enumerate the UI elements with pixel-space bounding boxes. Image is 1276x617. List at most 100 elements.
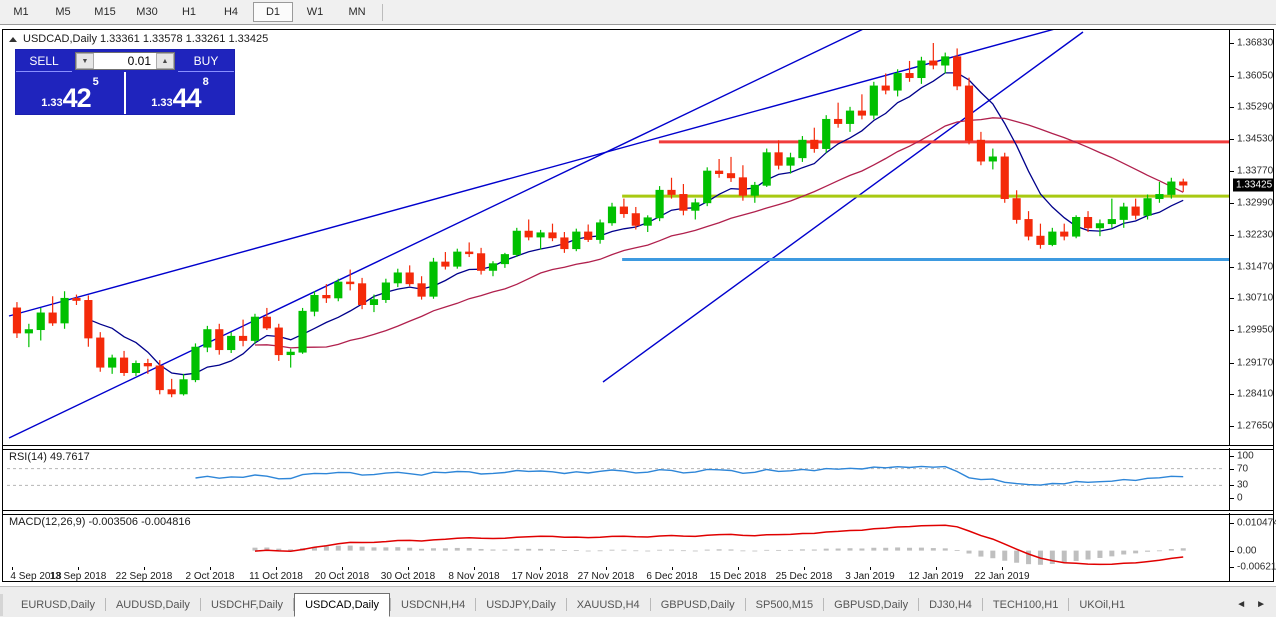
chart-tab-separator [475,598,477,611]
one-click-trading-panel[interactable]: SELL ▼ 0.01 ▲ BUY 1.33 42 5 1.33 44 8 [15,49,235,115]
rsi-pane[interactable]: 100 70 30 0 RSI(14) 49.7617 [3,448,1273,510]
price-tick-mark [1230,394,1234,396]
date-tick-label: 12 Jan 2019 [908,571,964,582]
buy-price-pipette: 8 [202,76,209,88]
buy-price-big: 44 [172,83,202,113]
collapse-triangle-icon[interactable] [9,36,17,42]
chart-tab-usdjpy-daily[interactable]: USDJPY,Daily [486,598,556,611]
volume-decrement-button[interactable]: ▼ [76,53,94,69]
symbol-header: USDCAD,Daily 1.33361 1.33578 1.33261 1.3… [9,33,268,45]
date-tick-label: 30 Oct 2018 [380,571,436,582]
chart-tab-ukoil-h1[interactable]: UKOil,H1 [1079,598,1126,611]
date-tick-label: 17 Nov 2018 [511,571,569,582]
date-tick-label: 4 Sep 2018 [10,571,62,582]
price-tick-label: 1.32230 [1237,229,1274,241]
chart-tab-separator [1068,598,1070,611]
date-axis: 4 Sep 2018 13 Sep 2018 22 Sep 2018 2 Oct 20… [2,567,1274,585]
chart-tabs-list: EURUSD,Daily AUDUSD,Daily USDCHF,Daily USDC… [3,587,1226,617]
chart-tab-separator [293,598,295,611]
rsi-tick-mark [1230,456,1234,457]
volume-increment-button[interactable]: ▲ [156,53,174,69]
chart-tabs-bar: EURUSD,Daily AUDUSD,Daily USDCHF,Daily USDC… [0,586,1276,617]
date-tick-label: 22 Jan 2019 [974,571,1030,582]
timeframe-toolbar: M1 M5 M15 M30 H1 H4 D1 W1 MN [0,0,1276,25]
date-tick-label: 15 Dec 2018 [709,571,767,582]
price-tick-mark [1230,426,1234,427]
pane-separator-2[interactable] [3,510,1273,515]
tabs-next-icon[interactable]: ► [1256,599,1266,610]
chart-tab-separator [390,598,392,611]
chart-tab-dj30-h4[interactable]: DJ30,H4 [929,598,972,611]
timeframe-d1[interactable]: D1 [253,2,293,22]
chevron-up-icon: ▲ [161,57,169,65]
price-tick-label: 1.35290 [1237,101,1274,113]
timeframe-m30[interactable]: M30 [136,6,158,18]
date-tick-mark [276,567,277,570]
price-plot-area[interactable] [3,30,1229,445]
macd-tick-label: 0.00 [1237,545,1257,557]
chart-tab-xauusd-h4[interactable]: XAUUSD,H4 [576,598,640,611]
volume-stepper[interactable]: ▼ 0.01 ▲ [75,52,175,70]
date-tick-mark [672,567,673,570]
pane-separator-1[interactable] [3,445,1273,450]
macd-tick-label: -0.006218 [1237,561,1276,573]
price-tick-label: 1.28410 [1237,388,1274,400]
chart-tabs-nav[interactable]: ◄ ► [1226,599,1276,617]
date-tick-label: 6 Dec 2018 [646,571,698,582]
chart-tab-separator [918,598,920,611]
date-tick-mark [540,567,541,570]
tabs-prev-icon[interactable]: ◄ [1236,599,1247,610]
sell-price-pipette: 5 [92,76,99,88]
chart-window[interactable]: 1.36830 1.36050 1.35290 1.34530 1.33770 1.329… [2,29,1276,582]
sell-price[interactable]: 1.33 42 5 [16,72,126,114]
chart-tab-separator [823,598,825,611]
price-tick-label: 1.31470 [1237,261,1274,273]
price-scale[interactable]: 1.36830 1.36050 1.35290 1.34530 1.33770 1.329… [1229,30,1275,445]
chart-tab-usdchf-daily[interactable]: USDCHF,Daily [210,598,284,611]
timeframe-m5[interactable]: M5 [55,6,71,18]
oct-top-row: SELL ▼ 0.01 ▲ BUY [16,50,234,72]
macd-tick-mark [1230,567,1234,568]
chart-tab-tech100-h1[interactable]: TECH100,H1 [992,598,1059,611]
chart-tab-gbpusd-daily[interactable]: GBPUSD,Daily [660,598,735,611]
price-tick-mark [1230,75,1234,77]
date-tick-mark [606,567,607,570]
sell-button[interactable]: SELL [16,50,72,72]
chart-tab-audusd-daily[interactable]: AUDUSD,Daily [115,598,190,611]
chart-tab-sp500-m15[interactable]: SP500,M15 [755,598,814,611]
date-tick-mark [408,567,409,570]
timeframe-h4[interactable]: H4 [223,6,239,18]
rsi-tick-label: 70 [1237,463,1249,475]
chart-tab-usdcnh-h4[interactable]: USDCNH,H4 [401,598,466,611]
date-tick-mark [12,567,13,570]
price-tick-mark [1230,298,1234,300]
chart-tab-eurusd-daily[interactable]: EURUSD,Daily [21,598,95,611]
timeframe-w1[interactable]: W1 [306,6,324,18]
symbol-header-text: USDCAD,Daily 1.33361 1.33578 1.33261 1.3… [23,33,269,45]
timeframe-mn[interactable]: MN [348,6,366,18]
date-tick-label: 25 Dec 2018 [775,571,833,582]
date-tick-label: 22 Sep 2018 [115,571,173,582]
rsi-tick-mark [1230,468,1234,470]
macd-plot-area[interactable] [3,513,1229,581]
macd-svg [252,524,1186,566]
timeframe-m15[interactable]: M15 [94,6,116,18]
timeframe-m1[interactable]: M1 [13,6,29,18]
timeframe-h1[interactable]: H1 [181,6,197,18]
current-price-tag: 1.33425 [1233,178,1275,192]
price-pane[interactable]: 1.36830 1.36050 1.35290 1.34530 1.33770 1.329… [3,30,1275,445]
date-tick-label: 3 Jan 2019 [845,571,895,582]
volume-input[interactable]: 0.01 [127,54,151,68]
buy-button[interactable]: BUY [178,50,234,72]
chart-tab-gbpusd-daily[interactable]: GBPUSD,Daily [834,598,909,611]
buy-price[interactable]: 1.33 44 8 [126,72,234,114]
oct-price-row: 1.33 42 5 1.33 44 8 [16,72,234,114]
rsi-tick-label: 0 [1237,492,1243,504]
price-tick-label: 1.34530 [1237,133,1274,145]
rsi-plot-area[interactable] [3,448,1229,510]
chart-tab-separator [104,598,106,611]
chart-tab-usdcad-daily[interactable]: USDCAD,Daily [294,593,391,617]
macd-pane[interactable]: 0.010474 0.00 -0.006218 MACD(12,26,9) -0.0… [3,513,1276,581]
price-tick-label: 1.30710 [1237,292,1274,304]
date-tick-label: 20 Oct 2018 [314,571,370,582]
